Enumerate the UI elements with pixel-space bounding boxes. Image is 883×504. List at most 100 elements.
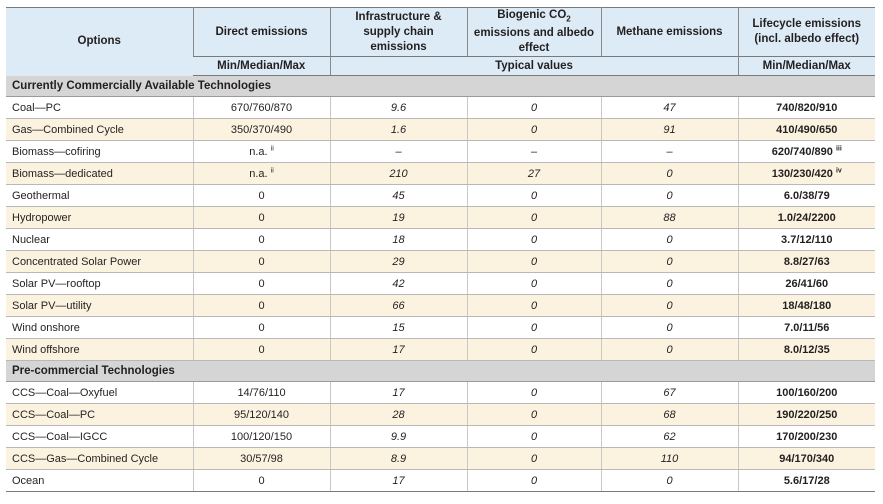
biogenic-emissions-cell: 0	[466, 118, 601, 142]
table-row: Nuclear 0 18 0 0 3.7/12/110	[6, 228, 875, 252]
biogenic-emissions-cell: 0	[466, 469, 601, 493]
methane-emissions-cell: 0	[600, 184, 738, 208]
infrastructure-emissions-cell-value: 1.6	[390, 123, 407, 136]
infrastructure-emissions-cell: 17	[329, 338, 467, 362]
biogenic-emissions-cell-value: 0	[530, 189, 538, 202]
option-cell: Biomass—dedicated	[6, 162, 193, 186]
direct-emissions-cell: 0	[192, 469, 330, 493]
methane-emissions-cell-value: 110	[660, 452, 679, 465]
footnote-marker: ii	[270, 167, 274, 175]
biogenic-emissions-cell-value: 0	[530, 123, 538, 136]
methane-emissions-cell: 91	[600, 118, 738, 142]
direct-emissions-cell: 100/120/150	[192, 425, 330, 449]
table-row: Wind offshore 0 17 0 0 8.0/12/35	[6, 338, 875, 362]
header-typical-values: Typical values	[329, 56, 738, 77]
option-cell-value: Solar PV—rooftop	[12, 277, 101, 290]
lifecycle-emissions-cell-value: 26/41/60	[785, 277, 829, 290]
option-cell: Hydropower	[6, 206, 193, 230]
direct-emissions-cell: 0	[192, 294, 330, 318]
biogenic-emissions-cell: 0	[466, 206, 601, 230]
biogenic-emissions-cell-value: 0	[530, 474, 538, 487]
header-lifecycle-emissions: Lifecycle emissions (incl. albedo effect…	[737, 7, 875, 58]
methane-emissions-cell: 0	[600, 228, 738, 252]
infrastructure-emissions-cell-value: 42	[392, 277, 405, 290]
infrastructure-emissions-cell: 8.9	[329, 447, 467, 471]
infrastructure-emissions-cell: 17	[329, 381, 467, 405]
lifecycle-emissions-cell: 130/230/420 iv	[737, 162, 875, 186]
direct-emissions-cell: 95/120/140	[192, 403, 330, 427]
lifecycle-emissions-cell-value: 8.0/12/35	[783, 343, 830, 356]
biogenic-emissions-cell: 0	[466, 96, 601, 120]
infrastructure-emissions-cell-value: 15	[392, 321, 405, 334]
option-cell-value: Gas—Combined Cycle	[12, 123, 124, 136]
option-cell: Biomass—cofiring	[6, 140, 193, 164]
methane-emissions-cell-value: 67	[663, 386, 676, 399]
table-row: Hydropower 0 19 0 88 1.0/24/2200	[6, 206, 875, 230]
biogenic-emissions-cell-value: 0	[530, 233, 538, 246]
methane-emissions-cell: 62	[600, 425, 738, 449]
option-cell-value: Nuclear	[12, 233, 50, 246]
lifecycle-emissions-cell: 100/160/200	[737, 381, 875, 405]
header-direct-unit: Min/Median/Max	[193, 56, 330, 77]
infrastructure-emissions-cell-value: 9.9	[390, 430, 407, 443]
lifecycle-emissions-cell: 5.6/17/28	[737, 469, 875, 493]
option-cell-value: Biomass—dedicated	[12, 167, 113, 180]
biogenic-emissions-cell: 0	[466, 403, 601, 427]
infrastructure-emissions-cell-value: 8.9	[390, 452, 407, 465]
option-cell: Concentrated Solar Power	[6, 250, 193, 274]
biogenic-emissions-cell: 0	[466, 338, 601, 362]
methane-emissions-cell-value: 0	[666, 474, 673, 487]
direct-emissions-cell-value: 350/370/490	[230, 123, 293, 136]
option-cell: CCS—Coal—PC	[6, 403, 193, 427]
header-lifecycle-unit: Min/Median/Max	[737, 56, 875, 77]
table-row: Biomass—dedicated n.a. ii 210 27 0 130/230/42…	[6, 162, 875, 186]
methane-emissions-cell-value: 0	[666, 299, 673, 312]
methane-emissions-cell-value: 0	[666, 321, 673, 334]
biogenic-emissions-cell: 0	[466, 228, 601, 252]
table-row: CCS—Coal—PC 95/120/140 28 0 68 190/220/250	[6, 403, 875, 427]
direct-emissions-cell-value: 0	[258, 343, 265, 356]
infrastructure-emissions-cell: 9.6	[329, 96, 467, 120]
biogenic-emissions-cell: 0	[466, 316, 601, 340]
infrastructure-emissions-cell: –	[329, 140, 467, 164]
infrastructure-emissions-cell: 17	[329, 469, 467, 493]
infrastructure-emissions-cell: 15	[329, 316, 467, 340]
lifecycle-emissions-cell: 8.8/27/63	[737, 250, 875, 274]
direct-emissions-cell: n.a. ii	[192, 162, 330, 186]
option-cell-value: CCS—Coal—IGCC	[12, 430, 108, 443]
biogenic-emissions-cell-value: 0	[530, 452, 538, 465]
methane-emissions-cell: 67	[600, 381, 738, 405]
option-cell: Gas—Combined Cycle	[6, 118, 193, 142]
direct-emissions-cell-value: 0	[258, 233, 265, 246]
option-cell-value: Ocean	[12, 474, 45, 487]
option-cell: Nuclear	[6, 228, 193, 252]
methane-emissions-cell: 0	[600, 469, 738, 493]
methane-emissions-cell-value: 47	[663, 101, 676, 114]
lifecycle-emissions-cell-value: 8.8/27/63	[783, 255, 830, 268]
infrastructure-emissions-cell-value: 9.6	[390, 101, 407, 114]
direct-emissions-cell: 0	[192, 206, 330, 230]
methane-emissions-cell-value: 0	[666, 233, 673, 246]
direct-emissions-cell-value: n.a.	[249, 167, 268, 180]
infrastructure-emissions-cell-value: 17	[392, 343, 405, 356]
option-cell-value: Solar PV—utility	[12, 299, 92, 312]
option-cell-value: Concentrated Solar Power	[12, 255, 142, 268]
lifecycle-emissions-cell: 1.0/24/2200	[737, 206, 875, 230]
biogenic-emissions-cell: 0	[466, 272, 601, 296]
table-row: Ocean 0 17 0 0 5.6/17/28	[6, 469, 875, 493]
infrastructure-emissions-cell: 28	[329, 403, 467, 427]
table-body: Currently Commercially Available Technol…	[6, 75, 875, 493]
biogenic-emissions-cell: 0	[466, 381, 601, 405]
option-cell: Wind onshore	[6, 316, 193, 340]
direct-emissions-cell-value: n.a.	[249, 145, 268, 158]
direct-emissions-cell: 0	[192, 316, 330, 340]
biogenic-emissions-cell-value: 0	[530, 430, 538, 443]
option-cell: Solar PV—rooftop	[6, 272, 193, 296]
infrastructure-emissions-cell-value: 45	[392, 189, 405, 202]
direct-emissions-cell: 0	[192, 250, 330, 274]
infrastructure-emissions-cell: 18	[329, 228, 467, 252]
infrastructure-emissions-cell-value: 29	[392, 255, 405, 268]
option-cell-value: CCS—Coal—PC	[12, 408, 96, 421]
header-biogenic-suffix: emissions and albedo effect	[473, 27, 595, 55]
infrastructure-emissions-cell-value: 210	[389, 167, 408, 180]
